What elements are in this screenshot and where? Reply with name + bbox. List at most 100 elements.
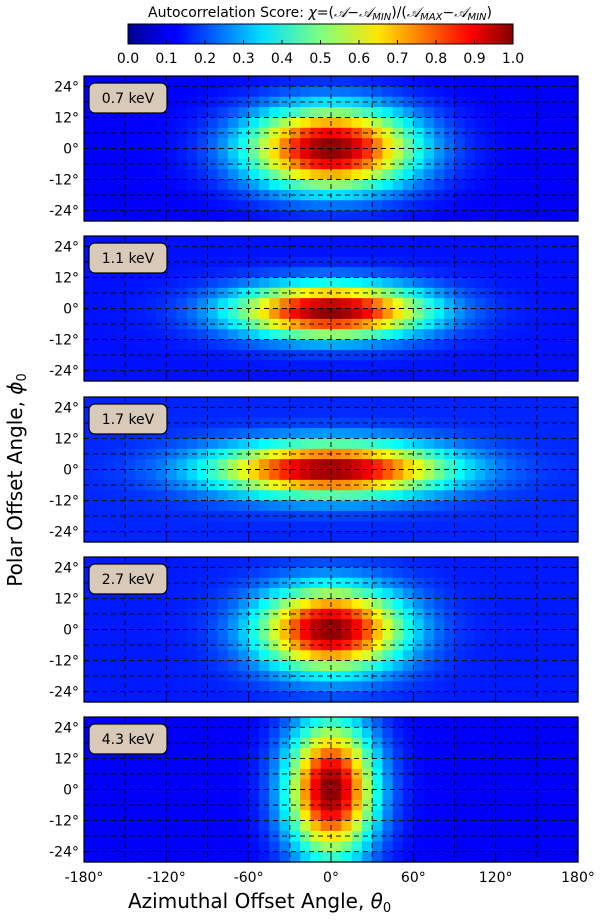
heatmap-cell [475, 490, 486, 502]
heatmap-cell [464, 298, 476, 310]
heatmap-cell [536, 267, 548, 279]
heatmap-cell [413, 397, 425, 408]
heatmap-cell [248, 691, 260, 703]
heatmap-cell [495, 810, 507, 822]
heatmap-cell [166, 397, 178, 408]
heatmap-cell [444, 349, 456, 361]
heatmap-cell [433, 490, 445, 502]
heatmap-cell [197, 681, 209, 693]
heatmap-cell [403, 329, 414, 341]
heatmap-cell [536, 619, 548, 631]
heatmap-cell [125, 598, 137, 610]
heatmap-cell [320, 287, 332, 299]
heatmap-cell [258, 820, 270, 832]
heatmap-cell [84, 158, 95, 170]
heatmap-cell [310, 428, 322, 440]
heatmap-cell [516, 298, 528, 310]
heatmap-cell [392, 619, 404, 631]
heatmap-cell [341, 459, 353, 471]
heatmap-cell [382, 417, 394, 429]
heatmap-cell [228, 820, 239, 832]
heatmap-cell [248, 397, 260, 408]
heatmap-cell [289, 298, 301, 310]
heatmap-cell [248, 830, 260, 842]
heatmap-cell [125, 277, 137, 289]
heatmap-cell [125, 298, 137, 310]
heatmap-cell [310, 789, 322, 801]
heatmap-cell [104, 490, 116, 502]
heatmap-cell [238, 277, 250, 289]
heatmap-cell [464, 557, 476, 568]
heatmap-cell [536, 469, 548, 481]
heatmap-cell [475, 531, 486, 543]
heatmap-cell [331, 490, 342, 502]
heatmap-cell [454, 428, 466, 440]
heatmap-cell [526, 438, 538, 450]
heatmap-cell [567, 148, 579, 160]
heatmap-cell [433, 308, 445, 320]
heatmap-cell [392, 758, 404, 770]
heatmap-cell [547, 490, 559, 502]
heatmap-cell [536, 277, 548, 289]
heatmap-cell [269, 148, 281, 160]
heatmap-cell [382, 748, 394, 760]
heatmap-cell [485, 308, 497, 320]
heatmap-cell [567, 76, 579, 87]
heatmap-cell [207, 459, 219, 471]
heatmap-cell [217, 246, 229, 258]
heatmap-cell [331, 169, 342, 181]
heatmap-cell [454, 490, 466, 502]
heatmap-cell [454, 810, 466, 822]
x-tick-label: -180° [65, 870, 104, 886]
heatmap-cell [217, 841, 229, 853]
heatmap-cell [485, 619, 497, 631]
heatmap-cell [464, 799, 476, 811]
heatmap-cell [557, 76, 569, 87]
heatmap-cell [464, 650, 476, 662]
heatmap-cell [197, 810, 209, 822]
heatmap-cell [238, 691, 250, 703]
heatmap-cell [403, 691, 414, 703]
heatmap-cell [145, 691, 157, 703]
heatmap-cell [372, 588, 384, 600]
heatmap-cell [104, 127, 116, 139]
heatmap-cell [392, 256, 404, 268]
heatmap-cell [372, 360, 384, 372]
heatmap-cell [454, 670, 466, 682]
heatmap-cell [351, 567, 363, 579]
heatmap-cell [351, 360, 363, 372]
heatmap-cell [464, 158, 476, 170]
heatmap-cell [300, 417, 312, 429]
heatmap-cell [361, 810, 373, 822]
heatmap-cell [279, 598, 291, 610]
heatmap-cell [94, 531, 106, 543]
heatmap-cell [320, 308, 332, 320]
heatmap-cell [197, 820, 209, 832]
heatmap-cell [413, 521, 425, 533]
heatmap-cell [331, 76, 342, 87]
heatmap-cell [423, 438, 435, 450]
heatmap-cell [516, 681, 528, 693]
heatmap-cell [320, 639, 332, 651]
heatmap-cell [372, 407, 384, 419]
heatmap-cell [289, 86, 301, 98]
heatmap-cell [382, 681, 394, 693]
heatmap-cell [567, 277, 579, 289]
heatmap-cell [145, 851, 157, 863]
heatmap-cell [279, 360, 291, 372]
heatmap-cell [217, 727, 229, 739]
heatmap-cell [279, 469, 291, 481]
heatmap-cell [361, 567, 373, 579]
heatmap-cell [526, 469, 538, 481]
heatmap-cell [279, 210, 291, 222]
heatmap-cell [403, 298, 414, 310]
heatmap-cell [269, 117, 281, 129]
heatmap-cell [310, 779, 322, 791]
heatmap-cell [475, 841, 486, 853]
heatmap-cell [300, 479, 312, 491]
heatmap-cell [526, 107, 538, 119]
heatmap-cell [361, 407, 373, 419]
heatmap-cell [207, 557, 219, 568]
heatmap-cell [94, 830, 106, 842]
heatmap-cell [258, 107, 270, 119]
